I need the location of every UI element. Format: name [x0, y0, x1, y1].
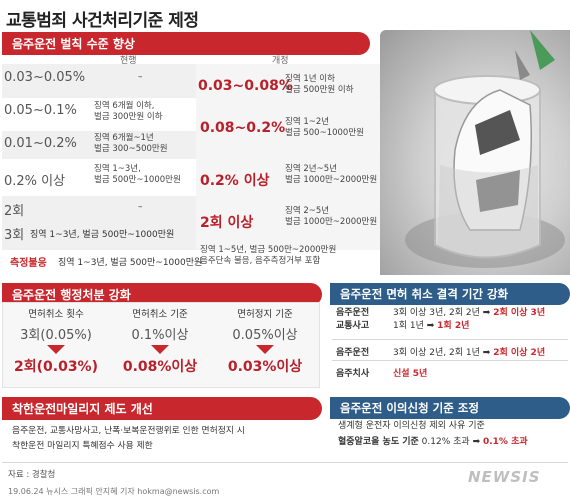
objection-text: 생계형 운전자 이의신청 제외 사유 기준 혈중알코올 농도 기준 0.12% …: [338, 421, 528, 447]
section-mileage-header: 착한운전마일리지 제도 개선: [2, 397, 322, 420]
table-row-level: 측정불응: [10, 258, 47, 269]
table-row-level: 2회: [4, 204, 25, 219]
panel-license-suspend-standard: 면허정지 기준 0.05%이상 0.03%이상: [227, 309, 303, 375]
table-row-revised: 징역 1년 이하 벌금 500만원 이하: [285, 74, 354, 95]
page-title: 교통범죄 사건처리기준 제정: [6, 11, 199, 31]
column-current: 현행: [120, 56, 137, 66]
arrow-down-icon: [47, 345, 65, 354]
car-in-glass-image: [380, 30, 570, 275]
table-row-revised-level: 0.03~0.08%: [198, 78, 293, 94]
table-row-level: 0.03~0.05%: [4, 70, 86, 85]
disq-row-label: 음주치사: [336, 369, 370, 379]
table-row-revised: 징역 1~5년, 벌금 500만~2000만원 음주단속 불응, 음주측정거부 포…: [200, 245, 337, 266]
section-objection-header: 음주운전 이의신청 기준 조정: [330, 397, 570, 419]
arrow-right-icon: ➡: [482, 308, 491, 318]
table-row-revised-level: 2회 이상: [200, 215, 254, 231]
table-row-current: –: [138, 202, 143, 212]
table-row-revised-level: 0.08~0.2%: [200, 120, 286, 136]
disq-row-values: 3회 이상 3년, 2회 2년 ➡ 2회 이상 3년 1회 1년 ➡ 1회 2년: [393, 308, 546, 331]
newsis-logo: NEWSIS: [468, 468, 541, 486]
disq-row-label: 음주운전 교통사고: [336, 308, 370, 331]
divider: [332, 339, 568, 340]
divider: [332, 360, 568, 361]
table-row-revised: 징역 2~5년 벌금 1000만~2000만원: [285, 206, 378, 227]
arrow-right-icon: ➡: [482, 348, 491, 358]
table-row-current: 징역 6개월~1년 벌금 300~500만원: [94, 133, 168, 154]
table-row-level: 0.01~0.2%: [4, 136, 77, 151]
footer-divider: [2, 462, 568, 463]
source-text: 자료 : 경찰청: [8, 470, 56, 480]
section-admin-penalty-header: 음주운전 행정처분 강화: [2, 283, 322, 306]
table-row-revised: 징역 2년~5년 벌금 1000만~2000만원: [285, 164, 378, 185]
section-drunk-penalty-header: 음주운전 벌칙 수준 향상: [2, 32, 370, 55]
table-row-current: –: [138, 72, 143, 82]
panel-license-revoke-count: 면허취소 횟수 3회(0.05%) 2회(0.03%): [14, 309, 98, 375]
table-row-current: 징역 1~3년, 벌금 500만~1000만원: [58, 258, 203, 268]
table-row-current: 징역 1~3년, 벌금 500만~1000만원: [30, 230, 175, 240]
panel-license-revoke-standard: 면허취소 기준 0.1%이상 0.08%이상: [122, 309, 198, 375]
table-row-revised: 징역 1~2년 벌금 500~1000만원: [285, 117, 364, 138]
table-row-level: 0.2% 이상: [4, 174, 66, 189]
arrow-right-icon: ➡: [426, 321, 435, 331]
arrow-right-icon: ➡: [472, 437, 481, 447]
arrow-down-icon: [256, 345, 274, 354]
table-row-current: 징역 1~3년, 벌금 500만~1000만원: [94, 164, 181, 185]
section-disqualification-header: 음주운전 면허 취소 결격 기간 강화: [330, 283, 570, 305]
arrow-down-icon: [151, 345, 169, 354]
credit-text: 19.06.24 뉴시스 그래픽 안지혜 기자 hokma@newsis.com: [8, 487, 220, 496]
table-row-level: 3회: [4, 228, 25, 243]
disq-row-values: 3회 이상 2년, 2회 1년 ➡ 2회 이상 2년: [393, 348, 546, 358]
table-row-current: 징역 6개월 이하, 벌금 300만원 이하: [94, 101, 163, 122]
mileage-text: 음주운전, 교통사망사고, 난폭·보복운전행위로 인한 면허정지 시 착한운전 …: [12, 426, 245, 451]
table-row-level: 0.05~0.1%: [4, 103, 77, 118]
column-revised: 개정: [272, 56, 289, 66]
disq-row-label: 음주운전: [336, 348, 370, 358]
table-row-revised-level: 0.2% 이상: [200, 173, 270, 189]
revised-column-shade: [196, 64, 380, 250]
disq-row-values: 신설 5년: [393, 369, 428, 379]
car-illustration: [405, 30, 565, 268]
